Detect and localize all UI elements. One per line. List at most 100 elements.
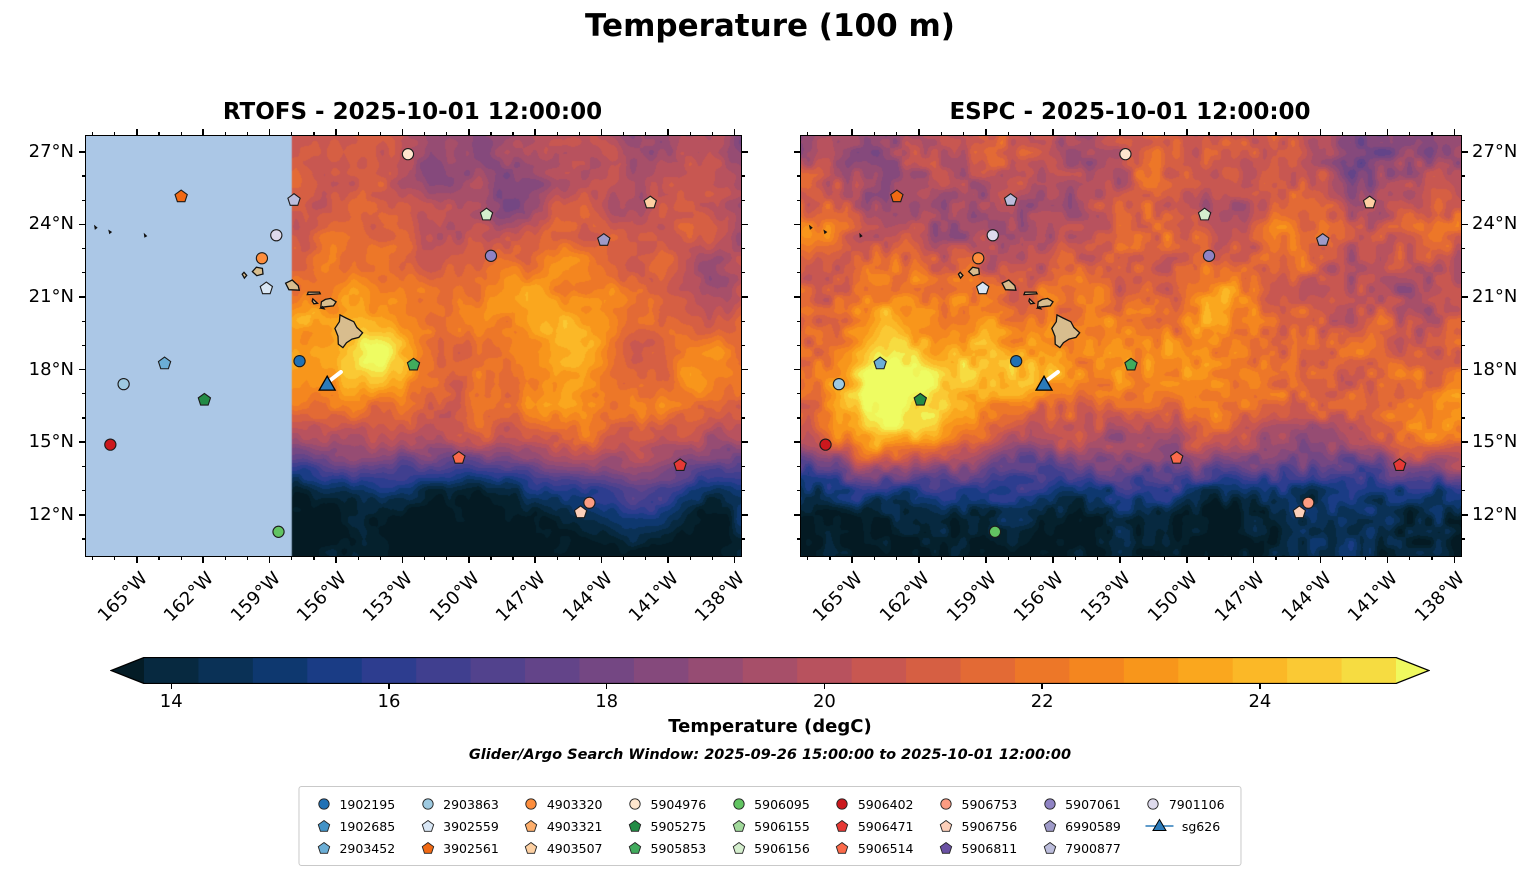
legend-item-5904976: 5904976 [626,796,706,812]
legend-label-5906811: 5906811 [961,840,1018,856]
y-tick-label: 27°N [28,140,74,162]
x-major-tick-top [136,129,138,136]
island-oahu [284,279,301,291]
y-major-tick-left [794,441,801,444]
x-minor-tick-top [1409,132,1411,136]
x-minor-tick-top [357,132,359,136]
y-minor-tick-left [82,272,86,274]
float-marker-5906514 [452,450,466,464]
x-minor-tick-top [512,132,514,136]
y-tick-label: 12°N [1472,503,1518,525]
x-minor-tick [1230,556,1232,560]
y-minor-tick-right [1461,490,1465,492]
legend-item-7901106: 7901106 [1145,796,1225,812]
5905275-marker-icon [628,819,642,832]
float-marker-6990589 [597,232,611,246]
legend-label-5907061: 5907061 [1065,796,1121,812]
float-marker-5905853 [1124,357,1138,371]
legend-item-5906811: 5906811 [938,840,1018,856]
float-marker-5905275 [913,392,928,406]
colorbar-tick [170,684,172,689]
5904976-marker-icon [629,798,641,810]
float-marker-5906756 [573,505,588,519]
y-minor-tick-right [741,465,745,468]
y-major-tick-left [79,441,86,444]
x-minor-tick-top [379,132,381,136]
espc-overlay [808,148,1407,538]
x-minor-tick-top [963,132,965,136]
y-minor-tick-right [741,272,745,274]
x-major-tick [851,556,854,563]
1902195-marker-icon [318,798,330,810]
x-major-tick-top [268,129,271,136]
float-marker-2903863 [832,377,846,391]
espc-temperature-field [801,136,1461,556]
x-major-tick [1185,556,1188,563]
y-minor-tick-left [82,320,86,322]
float-marker-6990589 [1315,232,1330,246]
x-minor-tick-top [1030,132,1032,136]
y-minor-tick-right [1461,272,1465,274]
4903321-marker-icon [525,819,538,832]
x-major-tick-top [985,129,987,136]
x-minor-tick [1342,556,1344,560]
legend-item-4903507: 4903507 [523,840,602,856]
x-major-tick [268,556,271,563]
x-major-tick [202,556,205,563]
island-kauai [251,266,264,277]
x-major-tick-top [534,129,536,136]
y-major-tick-right [741,296,748,298]
5906095-marker-icon [733,798,745,810]
float-marker-3902559 [259,281,274,295]
x-minor-tick-top [873,132,876,136]
x-minor-tick-top [645,132,647,136]
x-major-tick [1453,556,1456,563]
legend-label-3902561: 3902561 [443,840,499,856]
5906156-marker-icon [732,841,745,854]
5906402-marker-icon [836,798,848,810]
5906811-marker-icon [939,841,953,854]
island-islet-3 [859,232,863,238]
x-minor-tick [829,556,831,560]
x-major-tick [918,556,920,563]
legend-item-5906471: 5906471 [834,818,914,834]
y-major-tick-right [1461,441,1468,444]
float-marker-5906756 [1292,505,1307,519]
x-major-tick-top [1386,129,1389,136]
y-minor-tick-left [82,393,86,395]
legend-item-1902685: 1902685 [315,818,395,834]
y-minor-tick-right [1461,417,1465,419]
2903863-marker-icon [421,798,434,810]
float-marker-3902561 [890,189,904,203]
x-minor-tick [1275,556,1277,560]
legend-label-5905275: 5905275 [650,818,707,834]
y-minor-tick-right [741,247,745,250]
float-marker-5906156 [479,207,494,221]
island-islet-2 [823,229,828,235]
x-minor-tick-top [291,132,293,136]
x-minor-tick-top [1431,132,1433,136]
legend-label-5906095: 5906095 [754,796,810,812]
6990589-marker-icon [1043,819,1056,832]
2903452-marker-icon [317,841,331,854]
x-minor-tick-top [1141,132,1143,136]
float-marker-5904976 [401,148,415,161]
island-lanai [1028,297,1036,305]
4903320-marker-icon [525,798,537,810]
y-major-tick-right [741,223,748,226]
x-minor-tick-top [490,132,492,136]
legend-label-6990589: 6990589 [1065,818,1121,834]
x-minor-tick-top [1297,132,1299,136]
colorbar-tick-label: 20 [812,691,836,712]
x-minor-tick-top [92,132,94,136]
y-major-tick-right [741,441,748,444]
x-major-tick-top [600,129,603,136]
3902561-marker-icon [421,841,434,854]
float-marker-5906156 [1197,207,1212,221]
legend-label-2903863: 2903863 [443,796,499,812]
x-major-tick [733,556,736,563]
y-major-tick-left [794,150,801,153]
x-major-tick [600,556,603,563]
7900877-marker-icon [1043,841,1056,854]
float-marker-5906402 [819,438,832,451]
